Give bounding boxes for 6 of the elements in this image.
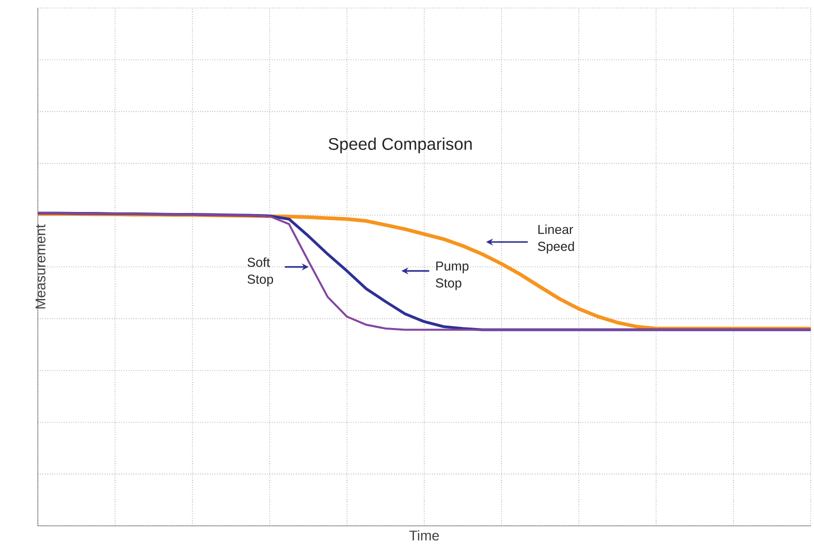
chart-title: Speed Comparison [328,138,472,154]
x-axis-title: Time [409,530,439,541]
annotation: Linear Speed [538,224,574,254]
y-axis-title: Measurement [36,224,46,309]
annotation: Soft Stop [248,258,274,287]
annotation: Pump Stop [436,262,468,290]
